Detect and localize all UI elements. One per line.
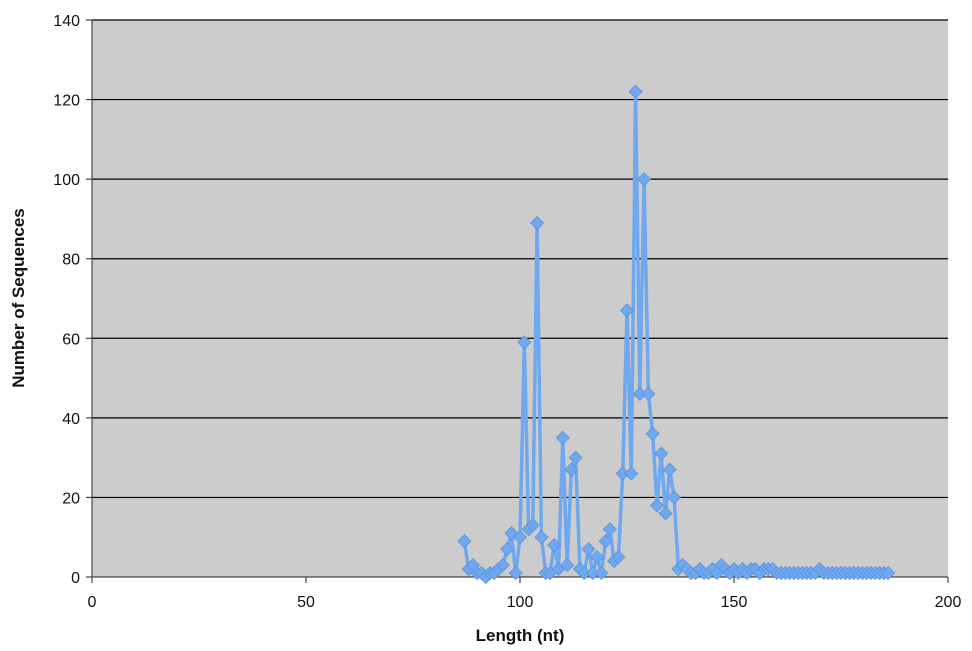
data-point bbox=[611, 550, 626, 565]
data-point bbox=[662, 462, 677, 477]
data-point bbox=[589, 550, 605, 565]
series-layer bbox=[457, 84, 896, 585]
data-point bbox=[525, 518, 540, 533]
data-point bbox=[654, 446, 669, 461]
data-point bbox=[667, 490, 682, 505]
data-point bbox=[568, 450, 583, 465]
y-tick-label-100: 100 bbox=[53, 172, 80, 189]
data-point bbox=[637, 172, 652, 187]
data-point bbox=[624, 466, 639, 481]
data-point bbox=[500, 542, 515, 557]
data-point bbox=[555, 430, 570, 445]
data-point bbox=[641, 386, 656, 402]
data-point bbox=[517, 335, 532, 350]
x-tick-label-50: 50 bbox=[297, 594, 315, 611]
data-point bbox=[619, 303, 635, 318]
data-point bbox=[457, 534, 472, 549]
data-point bbox=[649, 498, 665, 513]
data-point bbox=[881, 565, 896, 581]
data-point bbox=[495, 557, 510, 573]
data-point bbox=[598, 534, 613, 549]
data-point bbox=[560, 557, 575, 573]
data-point bbox=[602, 522, 617, 537]
y-tick-label-120: 120 bbox=[53, 93, 80, 110]
gridlines bbox=[92, 19, 948, 499]
data-point bbox=[581, 542, 596, 557]
y-tick-label-40: 40 bbox=[62, 411, 80, 428]
data-point bbox=[547, 538, 562, 553]
y-tick-label-80: 80 bbox=[62, 252, 80, 269]
tick-labels: 0 20 40 60 80 100 120 140 0 50 100 150 200 bbox=[53, 13, 961, 611]
y-tick-label-20: 20 bbox=[62, 490, 80, 507]
y-tick-label-0: 0 bbox=[71, 570, 80, 587]
data-point bbox=[594, 565, 609, 581]
data-point bbox=[628, 84, 643, 99]
y-tick-label-60: 60 bbox=[62, 331, 80, 348]
data-point bbox=[508, 565, 523, 581]
y-axis-title: Number of Sequences bbox=[9, 208, 28, 388]
x-tick-label-200: 200 bbox=[935, 594, 962, 611]
x-axis-title: Length (nt) bbox=[476, 626, 565, 645]
x-tick-label-150: 150 bbox=[721, 594, 748, 611]
x-tick-label-0: 0 bbox=[88, 594, 97, 611]
data-point bbox=[534, 530, 549, 545]
y-tick-label-140: 140 bbox=[53, 13, 80, 30]
x-tick-label-100: 100 bbox=[507, 594, 534, 611]
data-point bbox=[512, 530, 528, 545]
data-point bbox=[645, 426, 660, 441]
data-point bbox=[658, 506, 673, 521]
data-point bbox=[564, 462, 579, 477]
data-point bbox=[530, 215, 545, 230]
